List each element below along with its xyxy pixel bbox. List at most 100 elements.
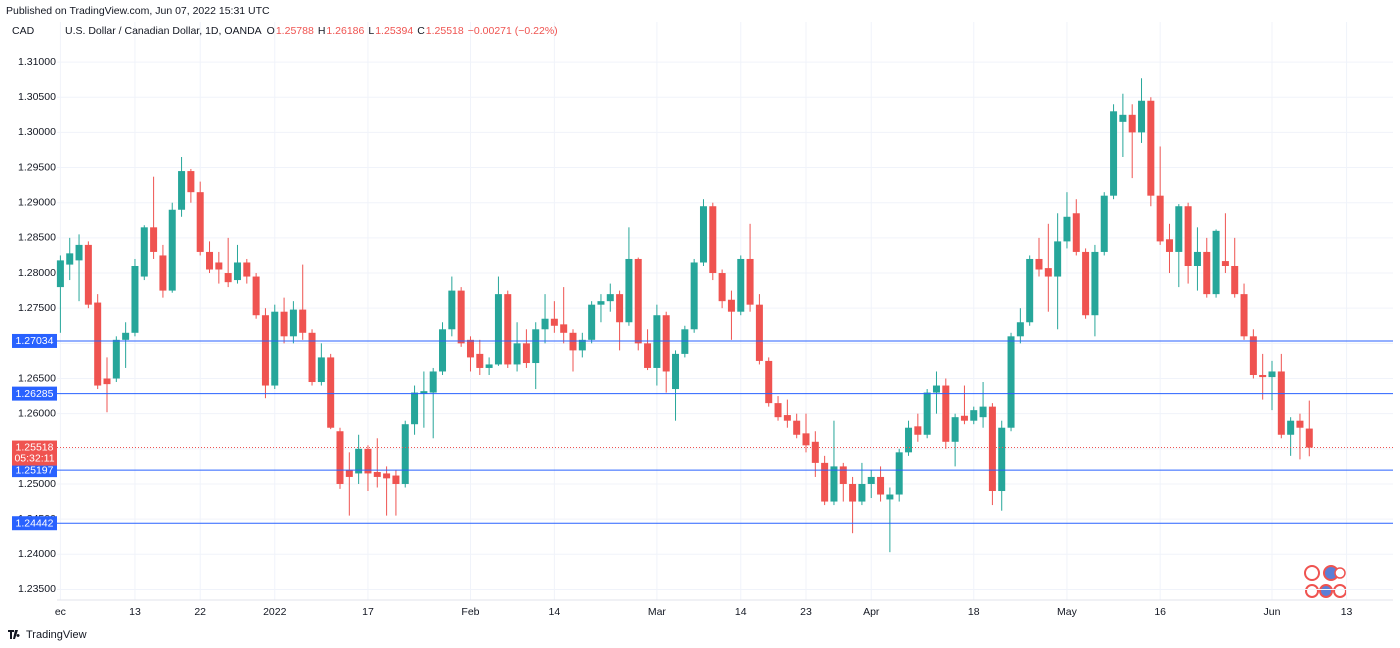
candle-body bbox=[261, 315, 269, 386]
candle-body bbox=[998, 427, 1006, 492]
candle bbox=[1296, 413, 1304, 460]
candle bbox=[280, 297, 288, 344]
candle bbox=[1231, 237, 1239, 298]
candle bbox=[1184, 202, 1192, 284]
candle-body bbox=[1072, 213, 1080, 252]
x-tick-label: May bbox=[1057, 606, 1078, 618]
candle-body bbox=[271, 311, 279, 386]
candle bbox=[1175, 204, 1183, 288]
candle-body bbox=[168, 209, 176, 291]
ohlc-label: C bbox=[417, 25, 425, 37]
candle-body bbox=[737, 258, 745, 312]
y-tick-label: 1.28000 bbox=[18, 267, 56, 279]
candle-body bbox=[1147, 100, 1155, 196]
x-tick-label: Apr bbox=[863, 606, 880, 618]
countdown-label: 05:32:11 bbox=[14, 452, 54, 464]
candle bbox=[1193, 227, 1201, 291]
candle-body bbox=[1259, 374, 1267, 378]
x-tick-label: 13 bbox=[1341, 606, 1353, 618]
candle bbox=[271, 304, 279, 390]
candle-body bbox=[215, 262, 223, 270]
candle bbox=[1054, 213, 1062, 330]
candle bbox=[681, 325, 689, 358]
candle bbox=[625, 227, 633, 326]
candle-body bbox=[1063, 216, 1071, 242]
ohlc-label: H bbox=[318, 25, 326, 37]
current-price-label: 1.25518 bbox=[16, 441, 54, 453]
flag-icon bbox=[1333, 584, 1347, 598]
candle bbox=[457, 287, 465, 347]
candle bbox=[504, 290, 512, 368]
candle bbox=[56, 255, 64, 333]
x-tick-label: 22 bbox=[194, 606, 206, 618]
candle-body bbox=[84, 244, 92, 305]
candle-body bbox=[988, 406, 996, 492]
candle-body bbox=[886, 494, 894, 500]
candle-body bbox=[252, 276, 260, 316]
candle bbox=[66, 237, 74, 281]
candle-body bbox=[494, 294, 502, 365]
x-tick-label: 13 bbox=[129, 606, 141, 618]
candle-body bbox=[709, 206, 717, 274]
candle-body bbox=[681, 329, 689, 354]
ohlc-value: 1.25788 bbox=[276, 25, 314, 37]
candle-body bbox=[588, 304, 596, 340]
candle-body bbox=[1110, 111, 1118, 196]
y-tick-label: 1.26500 bbox=[18, 372, 56, 384]
candle bbox=[1277, 353, 1285, 439]
candle-body bbox=[140, 227, 148, 277]
candle bbox=[1240, 283, 1248, 340]
candle-body bbox=[877, 476, 885, 495]
candle-body bbox=[159, 255, 167, 291]
candle bbox=[345, 452, 353, 516]
candle-body bbox=[1026, 258, 1034, 323]
candle-body bbox=[439, 329, 447, 372]
candle bbox=[1221, 213, 1229, 274]
candle bbox=[662, 311, 670, 393]
candle bbox=[140, 225, 148, 281]
y-tick-label: 1.26000 bbox=[18, 407, 56, 419]
candle-body bbox=[1268, 371, 1276, 378]
x-tick-label: 14 bbox=[549, 606, 561, 618]
candle-body bbox=[858, 483, 866, 502]
candle bbox=[1128, 104, 1136, 179]
x-tick-label: 14 bbox=[735, 606, 747, 618]
brand-logo: TradingView bbox=[8, 629, 87, 641]
candle bbox=[932, 371, 940, 414]
candle-body bbox=[196, 192, 204, 252]
candle-body bbox=[914, 426, 922, 435]
y-tick-label: 1.30000 bbox=[18, 126, 56, 138]
candle bbox=[131, 258, 139, 337]
candle bbox=[634, 257, 642, 351]
ohlc-value: 1.25518 bbox=[426, 25, 464, 37]
candle bbox=[606, 283, 614, 312]
candle-body bbox=[355, 448, 363, 474]
candle-body bbox=[457, 290, 465, 344]
candle-body bbox=[289, 309, 297, 337]
x-tick-label: 18 bbox=[968, 606, 980, 618]
candle bbox=[877, 466, 885, 502]
candle-body bbox=[513, 343, 521, 365]
candle bbox=[224, 237, 232, 288]
candle bbox=[988, 403, 996, 506]
candle-body bbox=[905, 427, 913, 453]
level-label-box bbox=[12, 386, 57, 401]
candle-body bbox=[1231, 265, 1239, 295]
candle bbox=[1165, 223, 1173, 274]
candle-body bbox=[1035, 258, 1043, 270]
chart-title: U.S. Dollar / Canadian Dollar, 1D, OANDA bbox=[65, 25, 262, 37]
x-tick-label: ec bbox=[55, 606, 66, 618]
candle-body bbox=[103, 378, 111, 385]
candle-body bbox=[224, 273, 232, 283]
candle bbox=[783, 399, 791, 428]
candle bbox=[439, 322, 447, 375]
candle-body bbox=[1165, 239, 1173, 252]
candle bbox=[112, 336, 120, 383]
change-label: −0.00271 (−0.22%) bbox=[468, 25, 558, 37]
candle bbox=[755, 294, 763, 365]
candle-body bbox=[1156, 195, 1164, 242]
candle-body bbox=[783, 415, 791, 421]
candle bbox=[308, 329, 316, 386]
